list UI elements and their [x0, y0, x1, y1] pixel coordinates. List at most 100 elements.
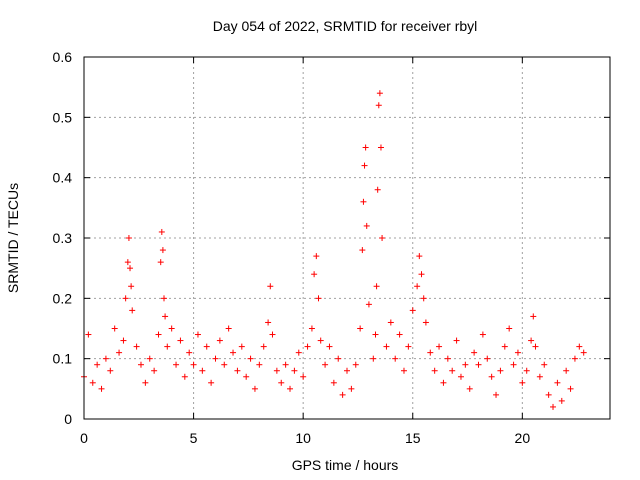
data-point: [267, 283, 274, 290]
data-point: [479, 331, 486, 338]
data-point: [111, 325, 118, 332]
y-tick-label: 0.5: [53, 109, 73, 125]
data-point: [363, 222, 370, 229]
x-axis-label: GPS time / hours: [292, 457, 399, 473]
data-point: [501, 343, 508, 350]
data-point: [291, 367, 298, 374]
data-point: [519, 379, 526, 386]
data-point: [251, 385, 258, 392]
data-point: [311, 271, 318, 278]
x-tick-label: 20: [515, 430, 531, 446]
x-tick-label: 10: [295, 430, 311, 446]
data-point: [256, 361, 263, 368]
data-point: [488, 373, 495, 380]
data-points: [81, 90, 587, 410]
data-point: [400, 367, 407, 374]
data-point: [530, 313, 537, 320]
data-point: [373, 283, 380, 290]
data-point: [164, 343, 171, 350]
data-point: [506, 325, 513, 332]
y-tick-label: 0.6: [53, 49, 73, 65]
data-point: [475, 361, 482, 368]
data-point: [247, 355, 254, 362]
data-point: [133, 343, 140, 350]
data-point: [287, 385, 294, 392]
data-point: [484, 355, 491, 362]
data-point: [212, 355, 219, 362]
data-point: [362, 144, 369, 151]
data-point: [216, 337, 223, 344]
data-point: [98, 385, 105, 392]
data-point: [348, 385, 355, 392]
data-point: [107, 367, 114, 374]
data-point: [541, 361, 548, 368]
data-point: [554, 379, 561, 386]
gridlines: [84, 57, 610, 419]
data-point: [466, 385, 473, 392]
data-point: [124, 259, 131, 266]
data-point: [199, 367, 206, 374]
data-point: [339, 391, 346, 398]
data-point: [576, 343, 583, 350]
data-point: [160, 295, 167, 302]
data-point: [151, 367, 158, 374]
data-point: [128, 283, 135, 290]
data-point: [269, 331, 276, 338]
data-point: [528, 337, 535, 344]
data-point: [127, 265, 134, 272]
data-point: [510, 361, 517, 368]
data-point: [330, 379, 337, 386]
data-point: [142, 379, 149, 386]
y-tick-label: 0.1: [53, 351, 73, 367]
data-point: [282, 361, 289, 368]
data-point: [265, 319, 272, 326]
data-point: [372, 331, 379, 338]
data-point: [225, 325, 232, 332]
data-point: [137, 361, 144, 368]
data-point: [377, 144, 384, 151]
data-point: [120, 337, 127, 344]
data-point: [379, 235, 386, 241]
y-tick-label: 0: [64, 411, 72, 427]
data-point: [238, 343, 245, 350]
data-point: [278, 379, 285, 386]
y-axis-label: SRMTID / TECUs: [5, 183, 21, 293]
data-point: [322, 361, 329, 368]
data-point: [370, 355, 377, 362]
data-point: [387, 319, 394, 326]
data-point: [558, 397, 565, 404]
data-point: [359, 247, 366, 254]
data-point: [194, 331, 201, 338]
data-point: [243, 373, 250, 380]
data-point: [414, 283, 421, 290]
data-point: [230, 349, 237, 356]
tick-labels: 0 0.1 0.2 0.3 0.4 0.5 0.6 0 5 10 15 20: [53, 49, 531, 446]
data-point: [376, 90, 383, 97]
data-point: [125, 235, 132, 241]
data-point: [471, 349, 478, 356]
data-point: [260, 343, 267, 350]
data-point: [550, 403, 557, 410]
tick-marks: [83, 56, 610, 420]
data-point: [545, 391, 552, 398]
x-tick-label: 5: [190, 430, 198, 446]
data-point: [420, 295, 427, 302]
data-point: [571, 355, 578, 362]
data-point: [431, 367, 438, 374]
x-tick-label: 15: [405, 430, 421, 446]
data-point: [383, 343, 390, 350]
data-point: [295, 349, 302, 356]
data-point: [181, 373, 188, 380]
data-point: [317, 337, 324, 344]
data-point: [335, 355, 342, 362]
data-point: [409, 307, 416, 314]
data-point: [173, 361, 180, 368]
data-point: [357, 325, 364, 332]
data-point: [361, 162, 368, 169]
data-point: [177, 337, 184, 344]
data-point: [94, 361, 101, 368]
data-point: [444, 355, 451, 362]
data-point: [416, 253, 423, 260]
data-point: [326, 343, 333, 350]
